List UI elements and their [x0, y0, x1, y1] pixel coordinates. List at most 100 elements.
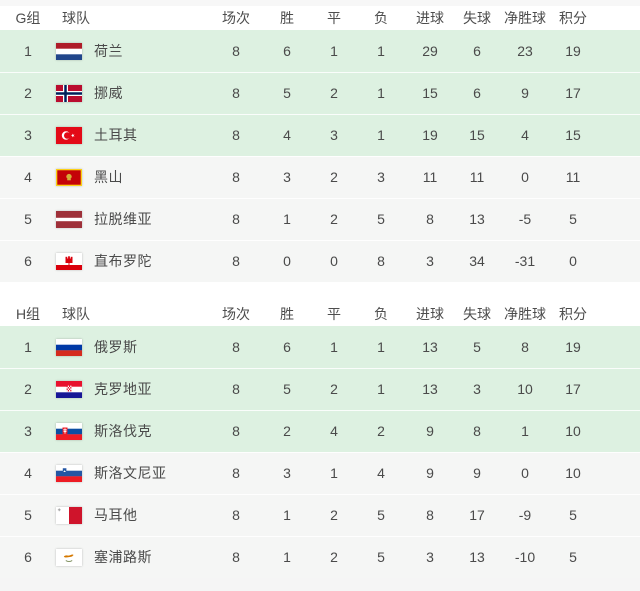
draws-cell: 3: [330, 127, 338, 143]
points-cell: 10: [565, 423, 581, 439]
header-cell-goal-diff: 净胜球: [504, 10, 546, 26]
goals-for-cell: 13: [422, 339, 438, 355]
wins-cell: 3: [283, 169, 291, 185]
team-cell: 挪威: [56, 83, 210, 103]
goal-diff-cell: 0: [521, 465, 529, 481]
top-partial-row: [0, 0, 640, 6]
draws-cell: 2: [330, 507, 338, 523]
losses-cell: 2: [377, 423, 385, 439]
goals-against-cell: 11: [469, 169, 485, 185]
goals-against-cell: 15: [469, 127, 485, 143]
draws-cell: 2: [330, 211, 338, 227]
rank-cell: 5: [24, 507, 32, 523]
bottom-partial-row: [0, 578, 640, 591]
flag-norway-icon: [56, 84, 82, 102]
flag-cyprus-icon: [56, 548, 82, 566]
wins-cell: 5: [283, 381, 291, 397]
goals-for-cell: 29: [422, 43, 438, 59]
rank-cell: 6: [24, 549, 32, 565]
goal-diff-cell: 23: [517, 43, 533, 59]
draws-cell: 2: [330, 549, 338, 565]
table-row: 6 塞浦路斯 8 1 2 5 3 13 -10 5: [0, 536, 640, 578]
team-cell: 斯洛伐克: [56, 421, 210, 441]
header-cell-goals-for: 进球: [416, 10, 444, 26]
losses-cell: 5: [377, 549, 385, 565]
goals-for-cell: 9: [426, 423, 434, 439]
draws-cell: 2: [330, 169, 338, 185]
header-cell-points: 积分: [559, 10, 587, 26]
draws-cell: 1: [330, 43, 338, 59]
table-header-row: H组 球队 场次 胜 平 负 进球 失球 净胜球 积分: [0, 302, 640, 326]
wins-cell: 6: [283, 43, 291, 59]
team-name: 斯洛伐克: [94, 423, 152, 439]
header-cell-goals-against: 失球: [463, 306, 491, 322]
table-row: 3 土耳其 8 4 3 1 19 15 4 15: [0, 114, 640, 156]
flag-slovakia-icon: [56, 422, 82, 440]
team-name: 马耳他: [94, 507, 138, 523]
wins-cell: 4: [283, 127, 291, 143]
played-cell: 8: [232, 127, 240, 143]
goal-diff-cell: -9: [518, 507, 532, 523]
points-cell: 10: [565, 465, 581, 481]
goals-against-cell: 6: [473, 43, 481, 59]
header-cell-goals-for: 进球: [416, 306, 444, 322]
goals-for-cell: 11: [422, 169, 438, 185]
points-cell: 19: [565, 43, 581, 59]
team-name: 塞浦路斯: [94, 549, 152, 565]
header-cell-played: 场次: [222, 10, 250, 26]
table-header-row: G组 球队 场次 胜 平 负 进球 失球 净胜球 积分: [0, 6, 640, 30]
table-row: 2 克罗地亚 8 5 2 1 13 3 10 17: [0, 368, 640, 410]
played-cell: 8: [232, 169, 240, 185]
team-cell: 荷兰: [56, 41, 210, 61]
points-cell: 5: [569, 507, 577, 523]
rank-cell: 4: [24, 169, 32, 185]
points-cell: 11: [565, 169, 581, 185]
table-row: 5 马耳他 8 1 2 5 8 17 -9 5: [0, 494, 640, 536]
team-name: 土耳其: [94, 127, 138, 143]
wins-cell: 6: [283, 339, 291, 355]
goals-for-cell: 3: [426, 253, 434, 269]
draws-cell: 1: [330, 465, 338, 481]
team-cell: 土耳其: [56, 125, 210, 145]
points-cell: 17: [565, 381, 581, 397]
goals-against-cell: 8: [473, 423, 481, 439]
team-cell: 黑山: [56, 167, 210, 187]
goal-diff-cell: 10: [517, 381, 533, 397]
header-cell-draw: 平: [327, 10, 341, 26]
wins-cell: 1: [283, 549, 291, 565]
goals-against-cell: 17: [469, 507, 485, 523]
losses-cell: 1: [377, 43, 385, 59]
goals-against-cell: 34: [469, 253, 485, 269]
team-name: 克罗地亚: [94, 381, 152, 397]
losses-cell: 1: [377, 381, 385, 397]
team-name: 挪威: [94, 85, 123, 101]
flag-malta-icon: [56, 506, 82, 524]
goal-diff-cell: -5: [518, 211, 532, 227]
losses-cell: 1: [377, 85, 385, 101]
table-gap: [0, 282, 640, 302]
header-cell-group: H组: [15, 306, 41, 322]
points-cell: 15: [565, 127, 581, 143]
goals-for-cell: 9: [426, 465, 434, 481]
rank-cell: 3: [24, 127, 32, 143]
played-cell: 8: [232, 339, 240, 355]
draws-cell: 2: [330, 381, 338, 397]
wins-cell: 5: [283, 85, 291, 101]
flag-montenegro-icon: [56, 168, 82, 186]
rank-cell: 3: [24, 423, 32, 439]
goals-for-cell: 19: [422, 127, 438, 143]
wins-cell: 1: [283, 507, 291, 523]
goals-against-cell: 5: [473, 339, 481, 355]
draws-cell: 2: [330, 85, 338, 101]
team-cell: 拉脱维亚: [56, 209, 210, 229]
points-cell: 0: [569, 253, 577, 269]
team-name: 荷兰: [94, 43, 123, 59]
goal-diff-cell: 9: [521, 85, 529, 101]
team-name: 拉脱维亚: [94, 211, 152, 227]
losses-cell: 4: [377, 465, 385, 481]
losses-cell: 3: [377, 169, 385, 185]
played-cell: 8: [232, 253, 240, 269]
flag-slovenia-icon: [56, 464, 82, 482]
points-cell: 5: [569, 211, 577, 227]
losses-cell: 5: [377, 507, 385, 523]
